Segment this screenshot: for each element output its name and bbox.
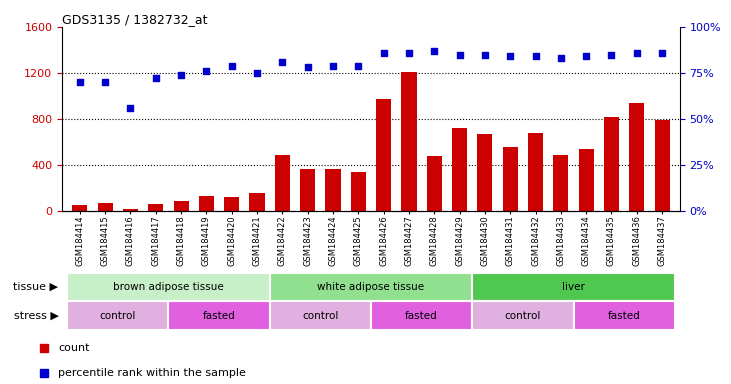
Bar <box>629 103 645 211</box>
Bar <box>654 120 670 211</box>
Point <box>403 50 414 56</box>
Bar <box>148 204 164 211</box>
Bar <box>249 193 265 211</box>
Point <box>605 51 617 58</box>
Bar <box>553 155 569 211</box>
Bar <box>604 117 619 211</box>
Text: fasted: fasted <box>202 311 235 321</box>
Bar <box>528 133 543 211</box>
Bar <box>97 203 113 211</box>
Point <box>125 105 137 111</box>
Point <box>74 79 86 85</box>
Text: control: control <box>99 311 136 321</box>
Bar <box>270 301 371 330</box>
Text: control: control <box>504 311 541 321</box>
Point <box>656 50 668 56</box>
Bar <box>574 301 675 330</box>
Bar <box>67 301 168 330</box>
Point <box>352 63 364 69</box>
Point <box>175 72 187 78</box>
Text: white adipose tissue: white adipose tissue <box>317 282 425 292</box>
Text: count: count <box>58 343 90 353</box>
Bar <box>325 169 341 211</box>
Text: fasted: fasted <box>607 311 640 321</box>
Text: stress ▶: stress ▶ <box>14 311 58 321</box>
Bar <box>270 273 472 301</box>
Point <box>200 68 212 74</box>
Text: fasted: fasted <box>405 311 438 321</box>
Point <box>555 55 567 61</box>
Bar <box>173 201 189 211</box>
Bar <box>472 301 574 330</box>
Point <box>479 51 491 58</box>
Point <box>99 79 111 85</box>
Point <box>580 53 592 60</box>
Point <box>251 70 263 76</box>
Text: control: control <box>302 311 338 321</box>
Point <box>428 48 440 54</box>
Text: tissue ▶: tissue ▶ <box>13 282 58 292</box>
Point <box>302 65 314 71</box>
Bar <box>452 128 467 211</box>
Point <box>631 50 643 56</box>
Point <box>150 75 162 81</box>
Bar <box>72 205 88 211</box>
Bar <box>427 156 442 211</box>
Point <box>226 63 238 69</box>
Bar <box>503 147 518 211</box>
Point <box>530 53 542 60</box>
Bar <box>199 196 214 211</box>
Bar <box>472 273 675 301</box>
Bar <box>67 273 270 301</box>
Point <box>327 63 339 69</box>
Bar <box>578 149 594 211</box>
Point <box>378 50 390 56</box>
Bar <box>300 169 315 211</box>
Text: brown adipose tissue: brown adipose tissue <box>113 282 224 292</box>
Bar <box>371 301 472 330</box>
Bar <box>123 209 138 211</box>
Point <box>504 53 516 60</box>
Bar <box>376 99 391 211</box>
Text: liver: liver <box>562 282 585 292</box>
Point <box>276 59 288 65</box>
Point <box>454 51 466 58</box>
Bar <box>224 197 239 211</box>
Bar <box>351 172 366 211</box>
Bar <box>477 134 493 211</box>
Text: percentile rank within the sample: percentile rank within the sample <box>58 367 246 378</box>
Text: GDS3135 / 1382732_at: GDS3135 / 1382732_at <box>62 13 208 26</box>
Bar <box>275 155 290 211</box>
Bar <box>401 72 417 211</box>
Bar <box>168 301 270 330</box>
